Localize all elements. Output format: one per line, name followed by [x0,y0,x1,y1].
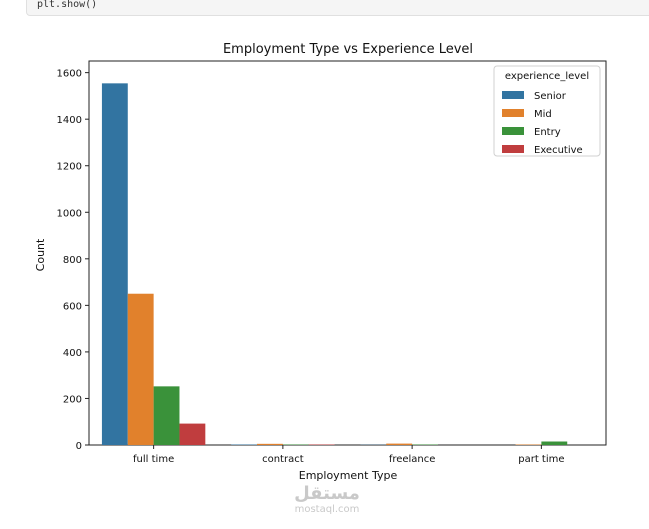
y-tick-label: 800 [63,255,82,266]
x-axis-label: Employment Type [299,469,398,482]
bar-entry-full-time [153,386,180,445]
bar-entry-part-time [541,441,568,445]
y-tick-label: 1400 [57,115,82,126]
legend: experience_level Senior Mid Entry Executive [493,65,601,157]
x-tick-label: contract [262,454,304,465]
legend-swatch-entry [502,127,524,135]
legend-label-executive: Executive [534,145,583,156]
watermark-latin: mostaql.com [294,504,360,515]
y-axis-label: Count [34,238,47,271]
watermark-arabic: مستقل [294,483,360,504]
bar-executive-full-time [179,423,206,445]
y-tick-label: 200 [63,394,82,405]
legend-swatch-mid [502,109,524,117]
notebook-code-cell[interactable]: plt.show() [26,0,649,16]
chart-title: Employment Type vs Experience Level [223,42,473,57]
bars-group [101,83,568,445]
legend-swatch-executive [502,145,524,153]
legend-swatch-senior [502,91,524,99]
x-tick-label: full time [133,454,174,465]
legend-label-senior: Senior [534,91,567,102]
y-tick-label: 0 [76,441,82,452]
y-tick-label: 1200 [57,162,82,173]
bar-senior-full-time [101,83,128,445]
axes-group: 0 200 400 600 800 1000 1200 1400 1600 full time co… [57,69,565,465]
y-tick-label: 1600 [57,69,82,80]
legend-title: experience_level [505,71,589,82]
legend-label-entry: Entry [534,127,561,138]
legend-label-mid: Mid [534,109,552,120]
bar-mid-full-time [127,293,154,445]
x-tick-label: freelance [389,454,436,465]
y-tick-label: 400 [63,348,82,359]
y-tick-label: 1000 [57,208,82,219]
y-tick-label: 600 [63,301,82,312]
code-line: plt.show() [37,0,98,10]
bar-mid-contract [257,443,283,445]
bar-mid-freelance [386,443,413,445]
watermark-logo: مستقل mostaql.com [282,484,372,516]
x-tick-label: part time [518,454,564,465]
